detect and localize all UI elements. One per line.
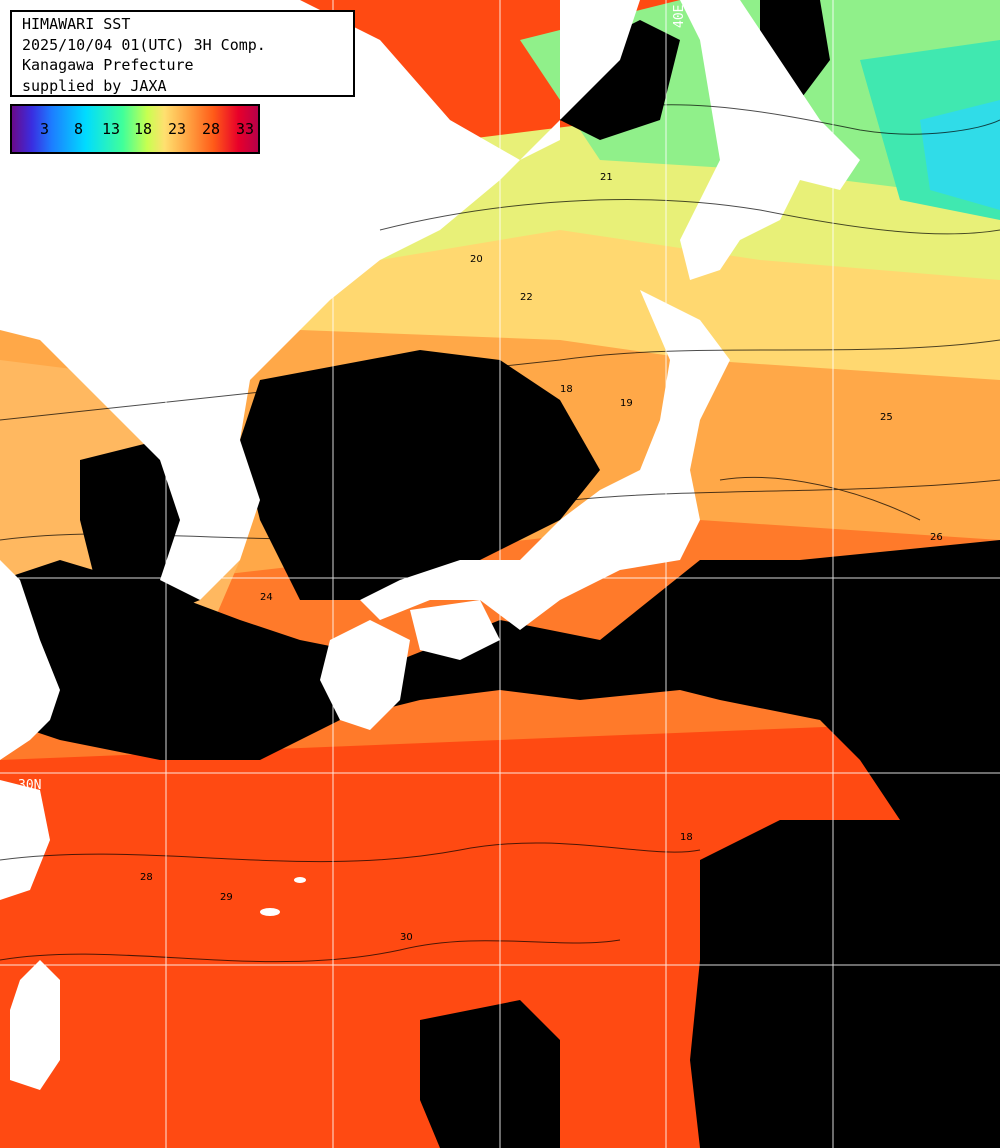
contour-label: 18 (560, 384, 573, 395)
contour-label: 20 (470, 254, 483, 265)
product-title: HIMAWARI SST (22, 15, 131, 33)
kyushu-island (320, 620, 410, 730)
contour-label: 25 (880, 412, 893, 423)
credit-line: supplied by JAXA (22, 76, 167, 95)
contour-label: 30 (400, 932, 413, 943)
contour-label: 28 (140, 872, 153, 883)
contour-label: 27 (800, 592, 813, 603)
scale-tick: 33 (236, 120, 255, 138)
shikoku-island (410, 600, 500, 660)
hokkaido-island (680, 0, 860, 280)
contour-label: 23 (350, 392, 363, 403)
contour-label: 21 (600, 172, 613, 183)
lat-grid-label: 30N (18, 778, 42, 793)
scale-tick: 23 (168, 120, 187, 138)
china-coast (0, 560, 60, 760)
timestamp-line: 2025/10/04 01(UTC) 3H Comp. (22, 35, 266, 54)
scale-tick: 8 (74, 120, 84, 138)
info-panel: HIMAWARI SST 2025/10/04 01(UTC) 3H Comp.… (10, 10, 355, 97)
scale-tick: 18 (134, 120, 153, 138)
color-scale-ticks: 3 8 13 18 23 28 33 (12, 120, 258, 140)
honshu-island (360, 290, 730, 630)
contour-label: 26 (930, 532, 943, 543)
contour-label: 29 (220, 892, 233, 903)
contour-label: 22 (520, 292, 533, 303)
scale-tick: 28 (202, 120, 221, 138)
ocean-lightgreen-zone (380, 120, 1000, 280)
contour-label: 19 (790, 872, 803, 883)
scale-tick: 13 (102, 120, 121, 138)
lon-grid-label: 40E (672, 4, 687, 28)
scale-tick: 3 (40, 120, 50, 138)
ocean-cyan-zone (920, 100, 1000, 210)
contour-label: 19 (620, 398, 633, 409)
taiwan-island (10, 960, 60, 1090)
region-line: Kanagawa Prefecture (22, 56, 194, 74)
china-coast-lower (0, 780, 50, 900)
contour-label: 18 (680, 832, 693, 843)
color-scale-bar: 3 8 13 18 23 28 33 (10, 104, 260, 154)
contour-label: 24 (260, 592, 273, 603)
